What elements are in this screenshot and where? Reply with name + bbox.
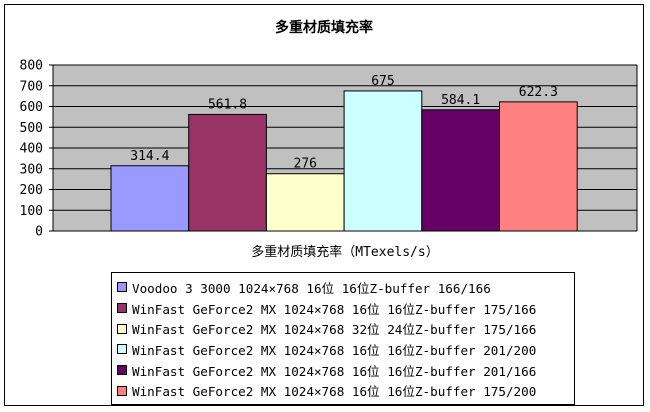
y-tick-label: 600 (20, 100, 43, 115)
legend-label: Voodoo 3 3000 1024×768 16位 16位Z-buffer 1… (132, 280, 491, 296)
bar (499, 101, 578, 232)
legend-swatch (117, 365, 127, 376)
legend-swatch (117, 344, 127, 355)
legend-swatch (117, 282, 127, 293)
legend-entry: Voodoo 3 3000 1024×768 16位 16位Z-buffer 1… (112, 277, 574, 298)
legend-label: WinFast GeForce2 MX 1024×768 16位 16位Z-bu… (132, 342, 537, 358)
legend-label: WinFast GeForce2 MX 1024×768 16位 16位Z-bu… (132, 363, 537, 379)
y-tick-label: 0 (35, 225, 43, 240)
legend-label: WinFast GeForce2 MX 1024×768 32位 24位Z-bu… (132, 322, 537, 338)
bar (421, 109, 500, 232)
legend: Voodoo 3 3000 1024×768 16位 16位Z-buffer 1… (111, 272, 575, 405)
data-label: 561.8 (208, 97, 247, 112)
legend-entry: WinFast GeForce2 MX 1024×768 16位 16位Z-bu… (112, 298, 574, 319)
bar (343, 90, 423, 232)
data-label: 675 (371, 74, 394, 89)
y-tick-label: 100 (20, 204, 43, 219)
legend-swatch (117, 323, 127, 334)
legend-entry: WinFast GeForce2 MX 1024×768 16位 16位Z-bu… (112, 380, 574, 401)
legend-swatch (117, 385, 127, 396)
data-label: 622.3 (519, 85, 558, 100)
chart-title: 多重材质填充率 (275, 20, 373, 36)
y-tick-label: 700 (20, 79, 43, 94)
data-label: 314.4 (130, 149, 169, 164)
y-tick-label: 200 (20, 183, 43, 198)
bar (188, 113, 267, 232)
legend-entry: WinFast GeForce2 MX 1024×768 16位 16位Z-bu… (112, 360, 574, 381)
data-label: 584.1 (441, 93, 480, 108)
bar (110, 165, 190, 232)
legend-label: WinFast GeForce2 MX 1024×768 16位 16位Z-bu… (132, 301, 537, 317)
legend-entry: WinFast GeForce2 MX 1024×768 32位 24位Z-bu… (112, 318, 574, 339)
y-tick-label: 500 (20, 121, 43, 136)
x-axis-label: 多重材质填充率（MTexels/s） (251, 245, 439, 260)
bar (265, 173, 345, 232)
y-tick-label: 300 (20, 162, 43, 177)
data-label: 276 (294, 157, 317, 172)
y-tick-label: 400 (20, 142, 43, 157)
y-tick-label: 800 (20, 59, 43, 74)
legend-entry: WinFast GeForce2 MX 1024×768 16位 16位Z-bu… (112, 339, 574, 360)
legend-swatch (117, 303, 127, 314)
legend-label: WinFast GeForce2 MX 1024×768 16位 16位Z-bu… (132, 384, 537, 400)
